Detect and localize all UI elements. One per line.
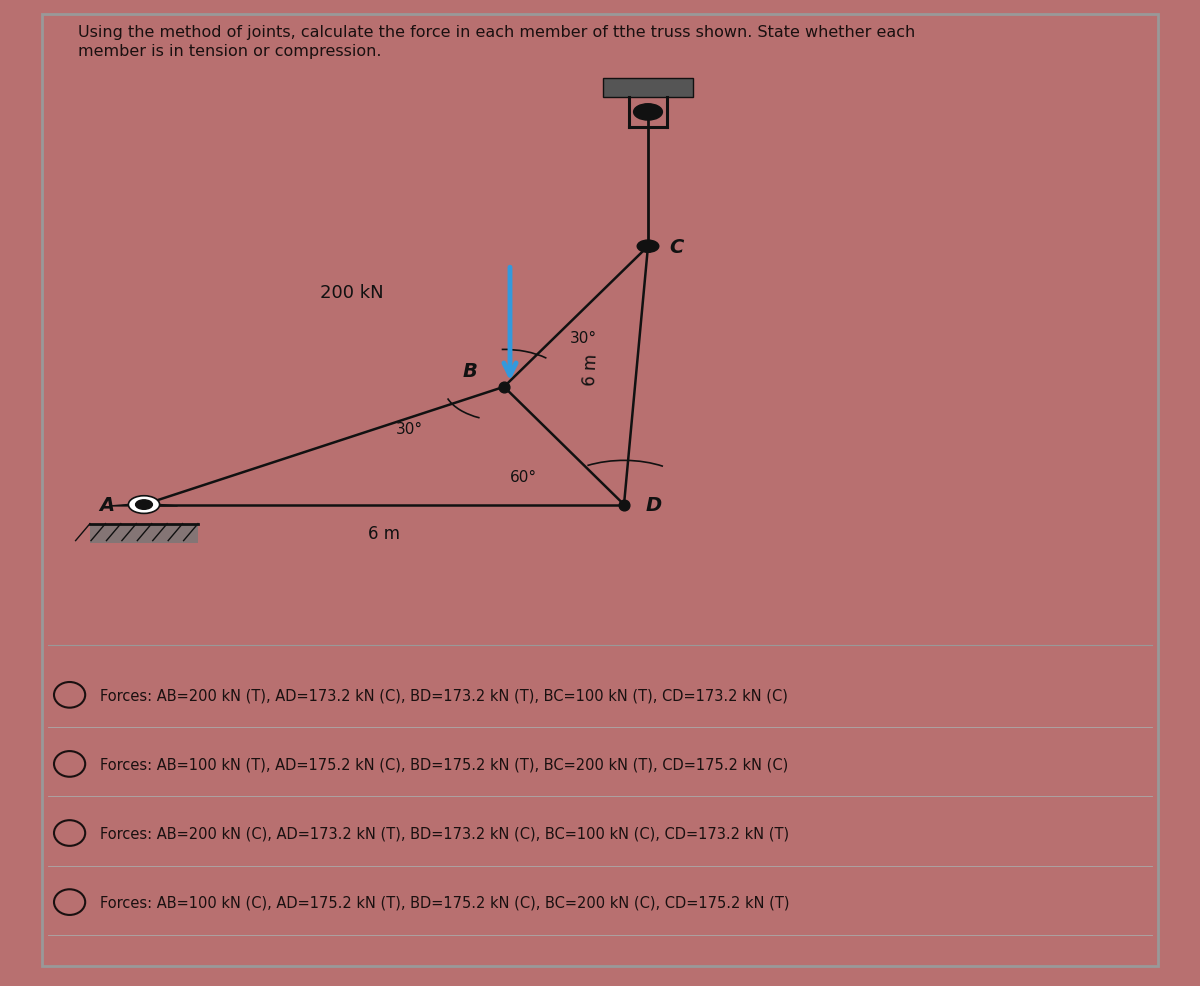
Point <box>494 380 514 395</box>
Text: member is in tension or compression.: member is in tension or compression. <box>78 44 382 59</box>
Bar <box>604 79 694 98</box>
Circle shape <box>634 105 662 121</box>
Text: Forces: AB=100 kN (C), AD=175.2 kN (T), BD=175.2 kN (C), BC=200 kN (C), CD=175.2: Forces: AB=100 kN (C), AD=175.2 kN (T), … <box>100 894 790 910</box>
Text: Forces: AB=100 kN (T), AD=175.2 kN (C), BD=175.2 kN (T), BC=200 kN (T), CD=175.2: Forces: AB=100 kN (T), AD=175.2 kN (C), … <box>100 756 788 772</box>
Text: 200 kN: 200 kN <box>320 283 384 302</box>
Text: 30°: 30° <box>396 422 424 437</box>
Text: 30°: 30° <box>570 331 598 346</box>
Circle shape <box>637 241 659 253</box>
Text: 6 m: 6 m <box>368 525 400 542</box>
Text: C: C <box>670 238 684 256</box>
Text: 6 m: 6 m <box>581 353 600 386</box>
Point <box>134 497 154 513</box>
Polygon shape <box>110 504 178 507</box>
Text: D: D <box>646 496 662 515</box>
Point <box>614 497 634 513</box>
Bar <box>90 525 198 543</box>
Point <box>638 239 658 254</box>
Text: Forces: AB=200 kN (T), AD=173.2 kN (C), BD=173.2 kN (T), BC=100 kN (T), CD=173.2: Forces: AB=200 kN (T), AD=173.2 kN (C), … <box>100 687 787 703</box>
Text: Forces: AB=200 kN (C), AD=173.2 kN (T), BD=173.2 kN (C), BC=100 kN (C), CD=173.2: Forces: AB=200 kN (C), AD=173.2 kN (T), … <box>100 825 788 841</box>
Text: Using the method of joints, calculate the force in each member of tthe truss sho: Using the method of joints, calculate th… <box>78 25 916 39</box>
Circle shape <box>128 496 160 514</box>
Text: 60°: 60° <box>510 469 538 484</box>
Text: A: A <box>98 496 114 515</box>
Circle shape <box>136 500 152 510</box>
Text: B: B <box>463 362 478 381</box>
